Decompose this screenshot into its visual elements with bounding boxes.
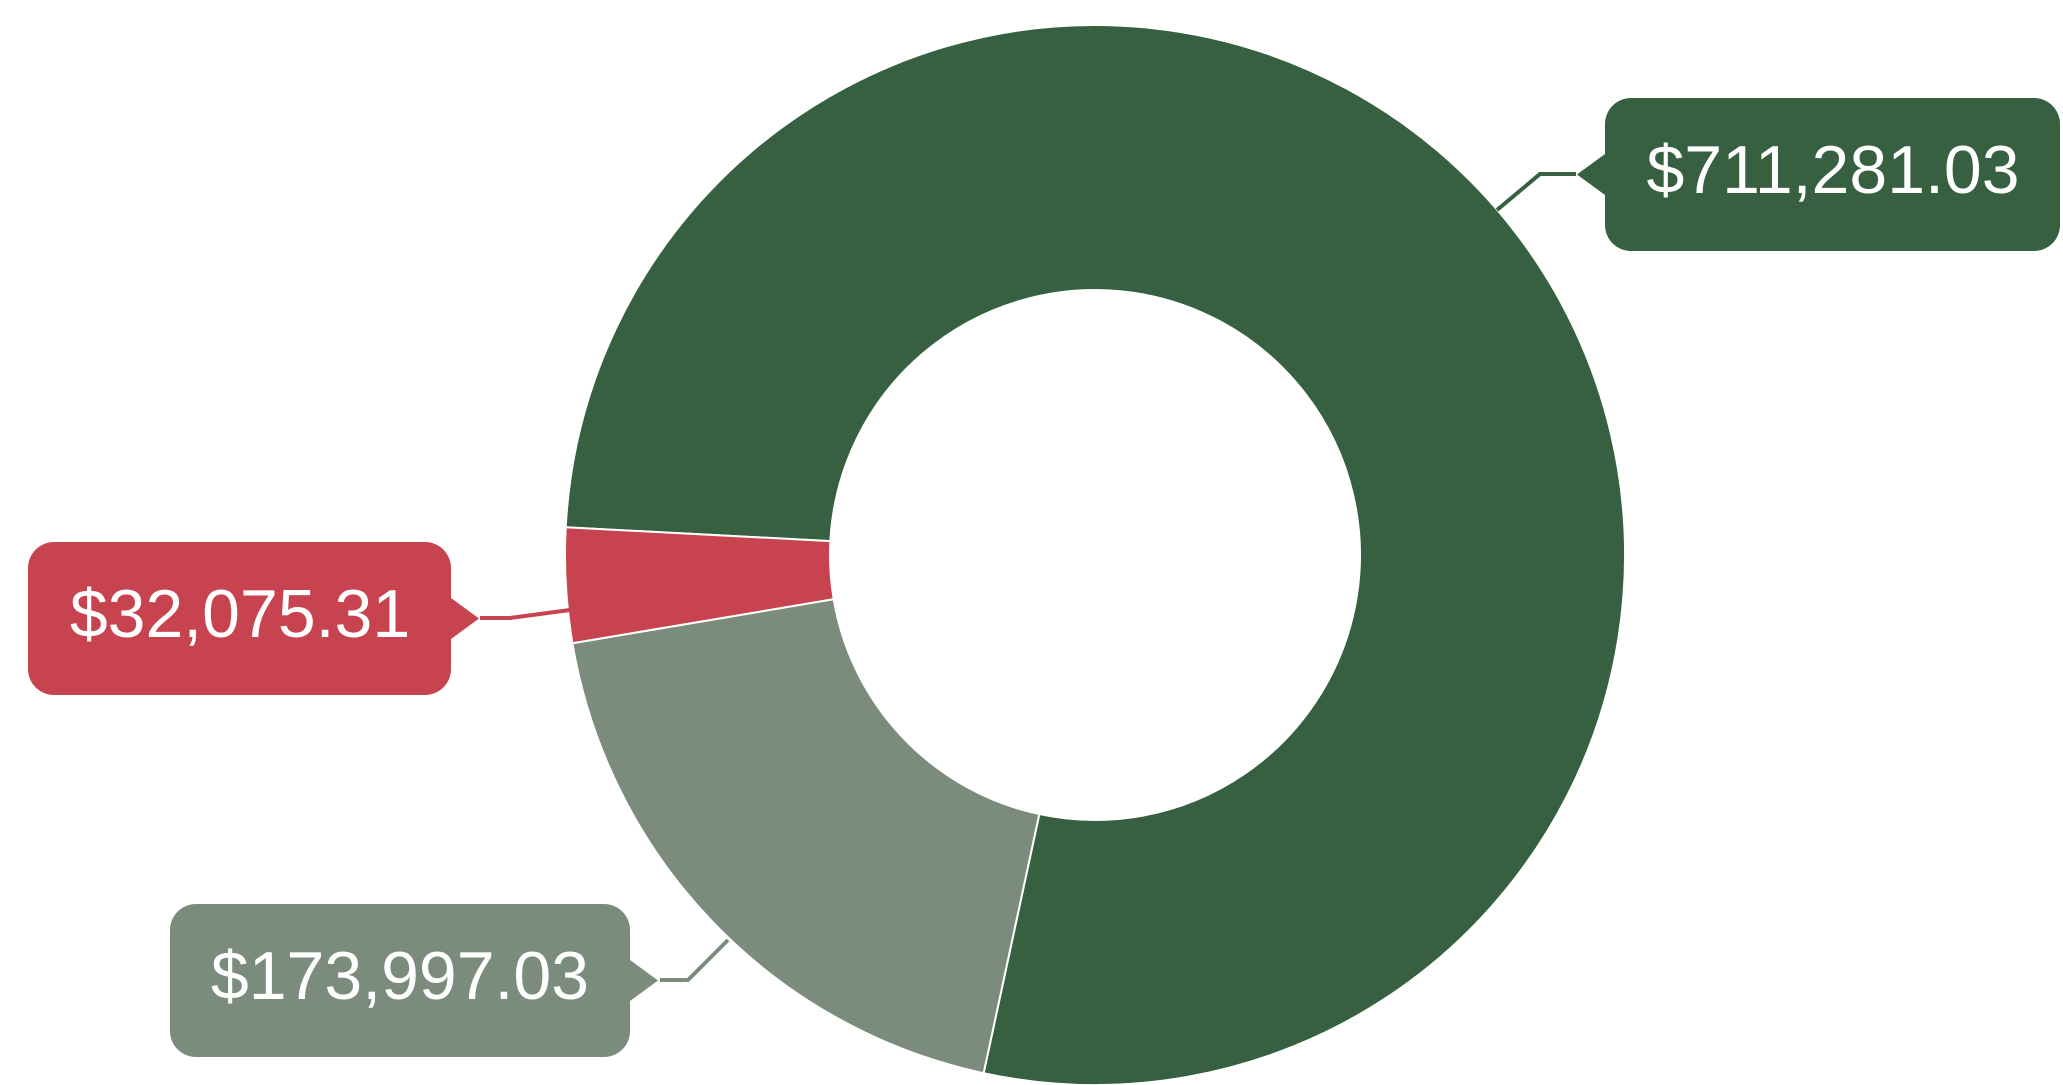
callout-32-075-31: $32,075.31: [28, 542, 571, 695]
slice-callouts: $711,281.03 $173,997.03 $32,075.31: [28, 98, 2060, 1057]
callout-box: [170, 904, 630, 1057]
callout-pointer: [449, 596, 479, 641]
callout-pointer: [628, 958, 658, 1003]
data-label: $173,997.03: [211, 938, 589, 1014]
callout-leader-line: [660, 938, 730, 982]
callout-leader-line: [480, 608, 571, 620]
callout-box: [28, 542, 451, 695]
callout-pointer: [1577, 152, 1607, 197]
callout-box: [1605, 98, 2060, 251]
callout-leader-line: [1495, 172, 1576, 212]
donut-slice-711-281-03: [564, 24, 1626, 1085]
donut-slices: [564, 24, 1626, 1085]
donut-slice-173-997-03: [571, 597, 1041, 1075]
data-label: $711,281.03: [1646, 132, 2019, 208]
data-label: $32,075.31: [70, 576, 410, 652]
callout-711-281-03: $711,281.03: [1495, 98, 2060, 251]
callout-173-997-03: $173,997.03: [170, 904, 730, 1057]
